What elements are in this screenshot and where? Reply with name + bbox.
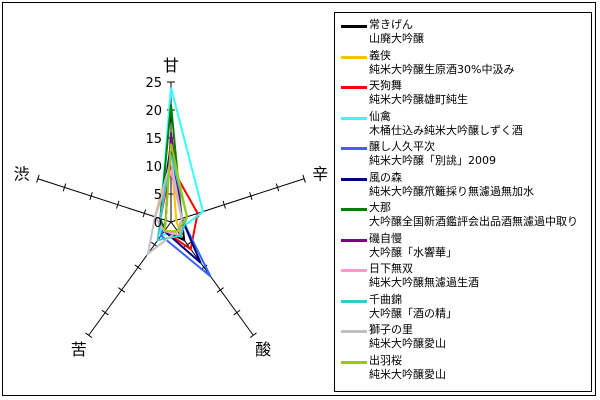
legend-swatch — [341, 360, 367, 364]
legend-swatch — [341, 116, 367, 120]
legend-series-subname: 山廃大吟醸 — [369, 32, 424, 45]
tick-label-1: 5 — [154, 188, 162, 203]
tick-mark-1-3 — [249, 192, 253, 201]
legend-series-name: 天狗舞 — [369, 79, 402, 92]
series-layer — [146, 87, 212, 278]
tick-mark-4-2 — [116, 200, 120, 209]
tick-mark-3-5 — [85, 332, 93, 339]
legend-swatch — [341, 208, 367, 211]
tick-mark-4-3 — [89, 192, 93, 201]
legend-series-subname: 純米大吟醸生原酒30%中汲み — [369, 62, 515, 76]
tick-mark-3-3 — [118, 287, 126, 293]
legend-series-name: 醸し人久平次 — [369, 140, 435, 153]
legend-swatch — [341, 55, 367, 59]
legend-swatch — [341, 330, 367, 333]
legend-item-4: 醸し人久平次 純米大吟醸「別誂」2009 — [335, 140, 591, 168]
legend-series-subname: 純米大吟醸愛山 — [369, 337, 446, 350]
legend-swatch — [341, 147, 367, 150]
legend-item-6: 大那 大吟醸全国新酒鑑評会出品酒無濾過中取り — [335, 201, 591, 229]
tick-label-4: 20 — [145, 104, 162, 119]
series-line-11 — [163, 143, 189, 233]
legend-item-11: 出羽桜 純米大吟醸愛山 — [335, 354, 591, 382]
legend-swatch — [341, 269, 367, 272]
legend-series-subname: 大吟醸「酒の精」 — [369, 306, 457, 320]
tick-mark-4-4 — [62, 183, 67, 192]
legend-item-1: 義侠 純米大吟醸生原酒30%中汲み — [335, 49, 591, 77]
legend-series-name: 仙禽 — [369, 109, 391, 123]
axis-label-0: 甘 — [163, 56, 179, 75]
legend-series-subname: 純米大吟醸笊籬採り無濾過無加水 — [369, 184, 534, 198]
axis-label-1: 辛 — [312, 164, 328, 183]
legend: 常きげん 山廃大吟醸 義侠 純米大吟醸生原酒30%中汲み 天狗舞 純米大吟醸雄町純生 仙禽木… — [334, 12, 592, 392]
axis-label-4: 渋 — [14, 164, 30, 183]
legend-series-subname: 木桶仕込み純米大吟醸しずく酒 — [369, 123, 523, 137]
legend-series-name: 日下無双 — [369, 262, 413, 275]
legend-series-name: 獅子の里 — [369, 323, 413, 336]
tick-mark-1-2 — [222, 200, 226, 209]
chart-frame: 0 5 10 15 20 25 甘辛酸苦渋 常きげん 山廃大吟醸 義侠 純米大吟醸生原酒30%中汲… — [2, 2, 596, 396]
axis-label-3: 苦 — [71, 340, 87, 359]
legend-item-2: 天狗舞 純米大吟醸雄町純生 — [335, 79, 591, 107]
tick-mark-2-5 — [249, 332, 257, 339]
tick-label-3: 15 — [145, 132, 162, 147]
tick-mark-4-5 — [36, 174, 40, 183]
legend-swatch — [341, 238, 367, 242]
legend-swatch — [341, 25, 367, 28]
legend-item-7: 磯自慢 大吟醸「水響華」 — [335, 232, 591, 260]
legend-series-subname: 純米大吟醸無濾過生酒 — [369, 276, 479, 289]
axes-layer — [36, 81, 306, 339]
tick-mark-4-1 — [142, 209, 147, 218]
legend-item-5: 風の森 純米大吟醸笊籬採り無濾過無加水 — [335, 171, 591, 199]
tick-label-0: 0 — [154, 216, 162, 231]
legend-swatch — [341, 177, 367, 181]
tick-label-5: 25 — [145, 76, 162, 91]
tick-label-2: 10 — [145, 160, 162, 175]
series-line-10 — [146, 160, 183, 257]
axis-line-1 — [170, 178, 305, 223]
tick-mark-3-4 — [101, 309, 109, 316]
legend-series-subname: 大吟醸「水響華」 — [369, 245, 457, 259]
legend-item-0: 常きげん 山廃大吟醸 — [335, 18, 591, 46]
legend-series-name: 千曲錦 — [369, 292, 402, 306]
tick-mark-2-3 — [216, 287, 224, 293]
legend-series-name: 風の森 — [369, 170, 402, 184]
tick-mark-2-4 — [233, 309, 241, 316]
legend-series-name: 大那 — [369, 201, 391, 214]
legend-series-subname: 純米大吟醸「別誂」2009 — [369, 154, 496, 167]
legend-series-subname: 純米大吟醸雄町純生 — [369, 93, 468, 106]
legend-swatch — [341, 299, 367, 303]
legend-series-name: 義侠 — [369, 48, 391, 62]
legend-series-name: 出羽桜 — [369, 353, 402, 367]
axis-line-4 — [37, 178, 172, 223]
axis-label-2: 酸 — [255, 340, 271, 359]
tick-mark-1-5 — [302, 174, 306, 183]
tick-mark-1-4 — [275, 183, 280, 192]
tick-mark-3-2 — [134, 264, 142, 271]
legend-series-subname: 大吟醸全国新酒鑑評会出品酒無濾過中取り — [369, 215, 578, 228]
legend-series-subname: 純米大吟醸愛山 — [369, 367, 446, 381]
legend-swatch — [341, 86, 367, 89]
legend-series-name: 磯自慢 — [369, 231, 402, 245]
legend-item-10: 獅子の里 純米大吟醸愛山 — [335, 323, 591, 351]
legend-item-9: 千曲錦 大吟醸「酒の精」 — [335, 293, 591, 321]
legend-series-name: 常きげん — [369, 18, 413, 31]
legend-item-8: 日下無双 純米大吟醸無濾過生酒 — [335, 262, 591, 290]
legend-item-3: 仙禽 木桶仕込み純米大吟醸しずく酒 — [335, 110, 591, 138]
